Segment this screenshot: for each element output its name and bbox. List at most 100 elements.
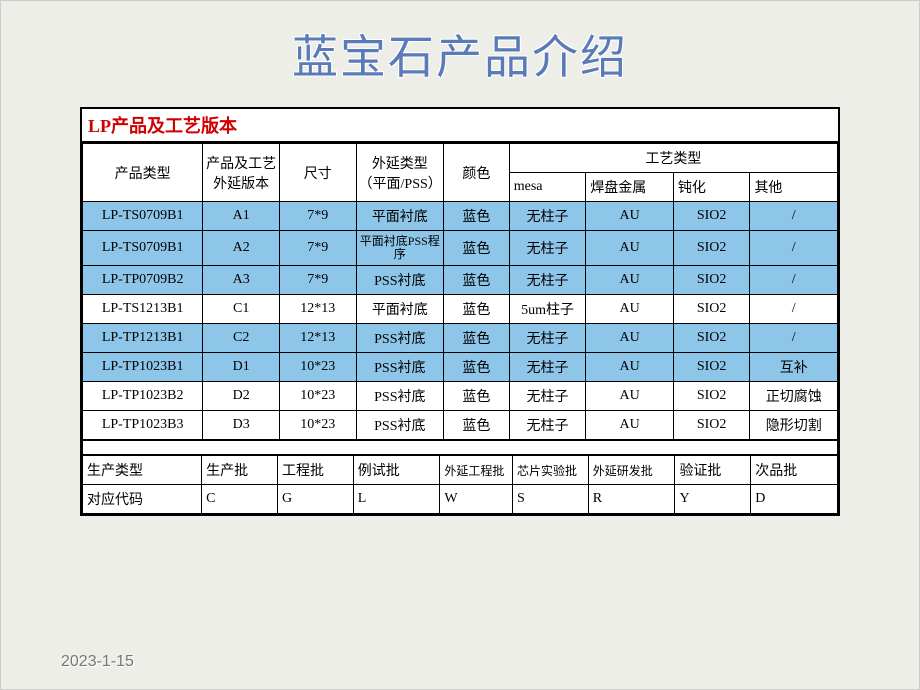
main-table: 产品类型 产品及工艺外延版本 尺寸 外延类型（平面/PSS） 颜色 工艺类型 m… bbox=[82, 143, 838, 440]
table-cell: 12*13 bbox=[279, 324, 356, 353]
table-cell: 无柱子 bbox=[509, 324, 586, 353]
table-cell: 7*9 bbox=[279, 231, 356, 266]
table-row: LP-TP0709B2A37*9PSS衬底蓝色无柱子AUSIO2/ bbox=[83, 266, 838, 295]
table-cell: D1 bbox=[203, 353, 280, 382]
table-cell: 无柱子 bbox=[509, 266, 586, 295]
table-cell: SIO2 bbox=[673, 231, 750, 266]
table-cell: AU bbox=[586, 382, 674, 411]
table-cell: C2 bbox=[203, 324, 280, 353]
table-cell: G bbox=[277, 485, 353, 514]
content-container: LP产品及工艺版本 产品类型 产品及工艺外延版本 尺寸 外延类型（平面/PSS）… bbox=[80, 107, 840, 516]
th-product-type: 产品类型 bbox=[83, 144, 203, 202]
table-cell: PSS衬底 bbox=[356, 266, 444, 295]
table-cell: 对应代码 bbox=[83, 485, 202, 514]
table-cell: SIO2 bbox=[673, 295, 750, 324]
table-cell: 蓝色 bbox=[444, 324, 510, 353]
table-cell: D3 bbox=[203, 411, 280, 440]
th-version: 产品及工艺外延版本 bbox=[203, 144, 280, 202]
table-cell: PSS衬底 bbox=[356, 353, 444, 382]
table-cell: 蓝色 bbox=[444, 353, 510, 382]
table-cell: LP-TS1213B1 bbox=[83, 295, 203, 324]
table-row: LP-TP1023B1D110*23PSS衬底蓝色无柱子AUSIO2互补 bbox=[83, 353, 838, 382]
table-title: LP产品及工艺版本 bbox=[82, 109, 838, 143]
th-size: 尺寸 bbox=[279, 144, 356, 202]
table-cell: 平面衬底 bbox=[356, 295, 444, 324]
table-cell: D2 bbox=[203, 382, 280, 411]
th-epi-type: 外延类型（平面/PSS） bbox=[356, 144, 444, 202]
table-cell: SIO2 bbox=[673, 382, 750, 411]
table-cell: A1 bbox=[203, 202, 280, 231]
table-cell: AU bbox=[586, 353, 674, 382]
table-cell: LP-TS0709B1 bbox=[83, 202, 203, 231]
table-cell: AU bbox=[586, 295, 674, 324]
table-cell: 验证批 bbox=[675, 456, 751, 485]
table-row: 对应代码CGLWSRYD bbox=[83, 485, 838, 514]
table-cell: 生产类型 bbox=[83, 456, 202, 485]
table-cell: / bbox=[750, 231, 838, 266]
table-cell: LP-TS0709B1 bbox=[83, 231, 203, 266]
table-cell: AU bbox=[586, 266, 674, 295]
th-mesa: mesa bbox=[509, 173, 586, 202]
table-cell: S bbox=[512, 485, 588, 514]
table-cell: 无柱子 bbox=[509, 382, 586, 411]
table-cell: A3 bbox=[203, 266, 280, 295]
table-cell: 外延工程批 bbox=[440, 456, 513, 485]
th-other: 其他 bbox=[750, 173, 838, 202]
table-cell: 互补 bbox=[750, 353, 838, 382]
table-cell: 平面衬底PSS程序 bbox=[356, 231, 444, 266]
table-cell: 平面衬底 bbox=[356, 202, 444, 231]
table-cell: 10*23 bbox=[279, 411, 356, 440]
th-pad-metal: 焊盘金属 bbox=[586, 173, 674, 202]
table-cell: SIO2 bbox=[673, 324, 750, 353]
table-cell: 蓝色 bbox=[444, 231, 510, 266]
table-cell: 次品批 bbox=[751, 456, 838, 485]
table-cell: / bbox=[750, 295, 838, 324]
table-cell: 工程批 bbox=[277, 456, 353, 485]
spacer-table bbox=[82, 440, 838, 455]
th-process-type: 工艺类型 bbox=[509, 144, 837, 173]
table-cell: AU bbox=[586, 231, 674, 266]
table-cell: 外延研发批 bbox=[588, 456, 675, 485]
th-passivation: 钝化 bbox=[673, 173, 750, 202]
table-cell: AU bbox=[586, 202, 674, 231]
table-cell: 隐形切割 bbox=[750, 411, 838, 440]
table-cell: 蓝色 bbox=[444, 266, 510, 295]
table-cell: LP-TP1023B1 bbox=[83, 353, 203, 382]
table-cell: SIO2 bbox=[673, 266, 750, 295]
table-cell: PSS衬底 bbox=[356, 411, 444, 440]
table-cell: 5um柱子 bbox=[509, 295, 586, 324]
table-row: LP-TS0709B1A27*9平面衬底PSS程序蓝色无柱子AUSIO2/ bbox=[83, 231, 838, 266]
table-cell: PSS衬底 bbox=[356, 382, 444, 411]
table-cell: SIO2 bbox=[673, 353, 750, 382]
table-cell: W bbox=[440, 485, 513, 514]
table-row: LP-TP1213B1C212*13PSS衬底蓝色无柱子AUSIO2/ bbox=[83, 324, 838, 353]
table-cell: 无柱子 bbox=[509, 353, 586, 382]
table-cell: D bbox=[751, 485, 838, 514]
table-cell: 例试批 bbox=[353, 456, 440, 485]
table-cell: SIO2 bbox=[673, 411, 750, 440]
table-cell: 无柱子 bbox=[509, 411, 586, 440]
table-cell: 12*13 bbox=[279, 295, 356, 324]
table-cell: 7*9 bbox=[279, 202, 356, 231]
table-cell: 蓝色 bbox=[444, 382, 510, 411]
table-cell: 7*9 bbox=[279, 266, 356, 295]
table-cell: 10*23 bbox=[279, 353, 356, 382]
table-cell: C bbox=[202, 485, 278, 514]
table-cell: L bbox=[353, 485, 440, 514]
table-row: LP-TP1023B3D310*23PSS衬底蓝色无柱子AUSIO2隐形切割 bbox=[83, 411, 838, 440]
table-cell: PSS衬底 bbox=[356, 324, 444, 353]
table-cell: R bbox=[588, 485, 675, 514]
date-text: 2023-1-15 bbox=[61, 653, 134, 671]
table-cell: 芯片实验批 bbox=[512, 456, 588, 485]
table-cell: LP-TP1023B3 bbox=[83, 411, 203, 440]
bottom-table-body: 生产类型生产批工程批例试批外延工程批芯片实验批外延研发批验证批次品批对应代码CG… bbox=[83, 456, 838, 514]
table-cell: / bbox=[750, 266, 838, 295]
table-cell: / bbox=[750, 202, 838, 231]
table-cell: SIO2 bbox=[673, 202, 750, 231]
table-cell: 生产批 bbox=[202, 456, 278, 485]
table-cell: 无柱子 bbox=[509, 202, 586, 231]
page-title: 蓝宝石产品介绍 bbox=[1, 21, 919, 87]
table-cell: 蓝色 bbox=[444, 411, 510, 440]
table-row: 生产类型生产批工程批例试批外延工程批芯片实验批外延研发批验证批次品批 bbox=[83, 456, 838, 485]
table-cell: Y bbox=[675, 485, 751, 514]
